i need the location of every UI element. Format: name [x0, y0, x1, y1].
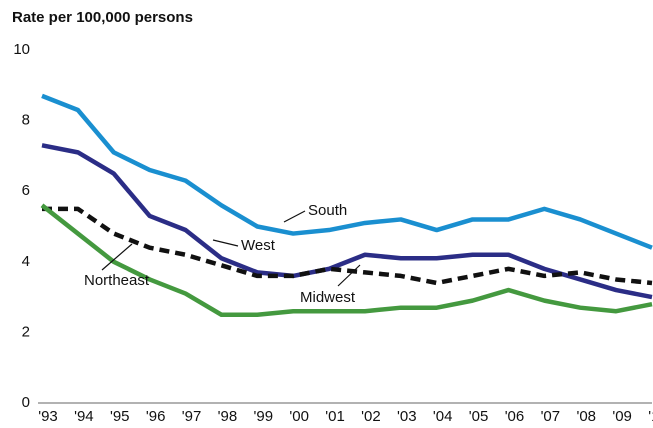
series-label: South — [308, 202, 347, 219]
x-tick-label: '09 — [612, 408, 632, 425]
x-tick-label: '03 — [397, 408, 417, 425]
x-tick-label: '07 — [541, 408, 561, 425]
x-tick-label: '02 — [361, 408, 381, 425]
label-leader — [337, 264, 361, 287]
x-tick-label: '93 — [38, 408, 58, 425]
y-tick-label: 6 — [22, 182, 30, 199]
x-tick-label: '94 — [74, 408, 94, 425]
series-line — [41, 143, 653, 300]
series-label: Northeast — [84, 272, 150, 289]
x-tick-label: '06 — [505, 408, 525, 425]
series-label: Midwest — [300, 289, 356, 306]
label-leader — [212, 239, 239, 247]
x-tick-label: '96 — [146, 408, 166, 425]
x-tick-label: '04 — [433, 408, 453, 425]
y-axis-title: Rate per 100,000 persons — [12, 9, 193, 26]
y-tick-label: 10 — [13, 41, 30, 58]
x-tick-label: '97 — [182, 408, 202, 425]
x-tick-label: '00 — [289, 408, 309, 425]
series-line — [41, 93, 653, 250]
x-tick-label: '98 — [218, 408, 238, 425]
x-tick-label: '08 — [576, 408, 596, 425]
series-line — [40, 203, 653, 317]
x-tick-label: '99 — [254, 408, 274, 425]
y-tick-label: 0 — [22, 394, 30, 411]
x-tick-label: '10 — [648, 408, 653, 425]
y-tick-label: 2 — [22, 323, 30, 340]
x-tick-label: '05 — [469, 408, 489, 425]
x-tick-label: '01 — [325, 408, 345, 425]
x-tick-label: '95 — [110, 408, 130, 425]
label-leader — [283, 210, 306, 223]
label-leader — [101, 243, 133, 271]
y-tick-label: 4 — [22, 253, 30, 270]
y-tick-label: 8 — [22, 112, 30, 129]
series-label: West — [241, 237, 276, 254]
